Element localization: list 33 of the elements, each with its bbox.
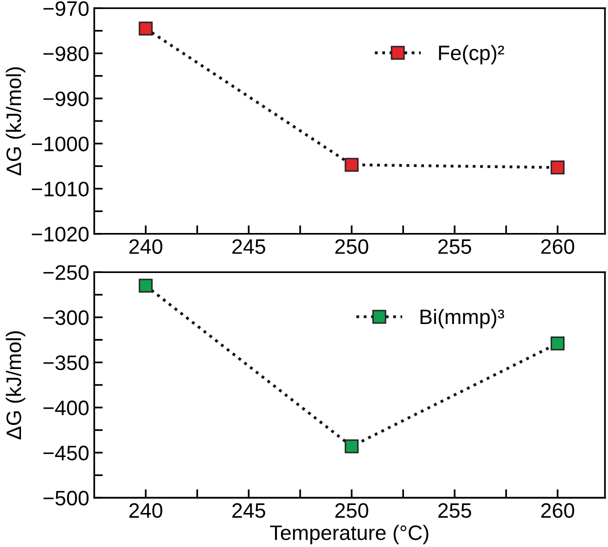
y-axis-title: ΔG (kJ/mol) (6, 331, 26, 440)
y-tick-label: −400 (43, 400, 89, 416)
x-tick-label: 245 (232, 239, 266, 254)
point (344, 439, 359, 454)
legend-label: Bi(mmp)³ (420, 308, 504, 328)
y-tick-label: −970 (43, 1, 89, 16)
x-axis-title: Temperature (°C) (270, 524, 428, 544)
legend-label: Fe(cp)² (439, 45, 504, 64)
point (550, 336, 565, 350)
y-tick-label: −300 (43, 310, 89, 326)
y-tick-label: −350 (43, 355, 89, 370)
x-tick-label: 250 (335, 239, 368, 254)
y-tick-label: −450 (43, 446, 89, 460)
y-tick-label: −1000 (32, 136, 89, 152)
x-tick-label: 260 (541, 239, 574, 254)
x-tick-label: 260 (541, 503, 574, 518)
point (138, 278, 153, 293)
point (138, 22, 153, 36)
point (550, 160, 565, 174)
x-tick-label: 250 (335, 503, 368, 518)
x-tick-label: 240 (129, 503, 162, 518)
x-tick-label: 255 (438, 503, 472, 518)
x-tick-label: 245 (232, 503, 266, 518)
point (344, 158, 359, 172)
y-tick-label: −1010 (32, 182, 89, 196)
y-tick-label: −990 (43, 91, 89, 106)
y-tick-label: −1020 (32, 226, 89, 242)
y-tick-label: −980 (43, 46, 89, 62)
x-tick-label: 255 (438, 239, 472, 254)
y-tick-label: −250 (43, 265, 89, 280)
y-axis-title: ΔG (kJ/mol) (6, 67, 26, 176)
x-tick-label: 240 (129, 239, 162, 254)
y-tick-label: −500 (43, 490, 89, 506)
